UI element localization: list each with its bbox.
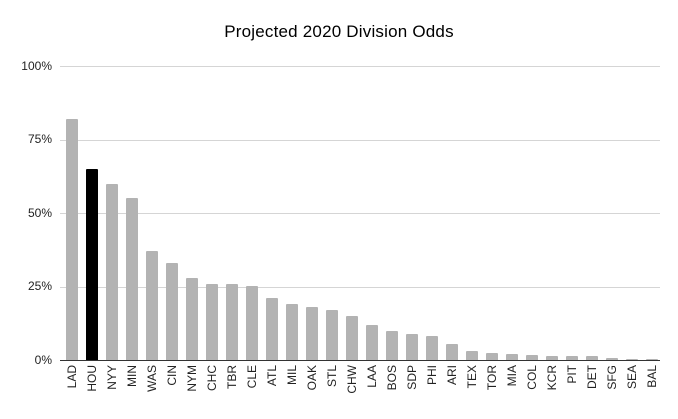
- bar-chw: [346, 316, 358, 360]
- x-tick-label-tbr: TBR: [225, 365, 239, 389]
- bar-tex: [466, 351, 478, 360]
- y-tick-label: 50%: [27, 206, 52, 220]
- bar-min: [126, 198, 138, 360]
- x-tick-label-tex: TEX: [465, 365, 479, 389]
- bar-sfg: [606, 358, 618, 360]
- y-tick-label: 25%: [27, 279, 52, 293]
- bar-bal: [646, 359, 658, 360]
- bar-bos: [386, 331, 398, 360]
- x-tick-label-nyy: NYY: [105, 365, 119, 390]
- x-tick-label-ari: ARI: [445, 365, 459, 386]
- x-tick-label-sfg: SFG: [605, 365, 619, 390]
- bar-det: [586, 356, 598, 360]
- x-tick-label-det: DET: [585, 365, 599, 389]
- bar-atl: [266, 298, 278, 360]
- x-tick-label-pit: PIT: [565, 365, 579, 384]
- bar-cle: [246, 286, 258, 360]
- x-tick-label-phi: PHI: [425, 365, 439, 386]
- plot-area: [60, 66, 660, 361]
- x-tick-label-lad: LAD: [65, 365, 79, 389]
- bar-sea: [626, 359, 638, 360]
- x-tick-label-chw: CHW: [345, 365, 359, 394]
- x-tick-label-mil: MIL: [285, 365, 299, 386]
- gridline: [60, 140, 660, 141]
- gridline: [60, 66, 660, 67]
- x-tick-label-hou: HOU: [85, 365, 99, 392]
- x-tick-label-laa: LAA: [365, 365, 379, 388]
- x-tick-label-nym: NYM: [185, 365, 199, 392]
- x-tick-label-min: MIN: [125, 365, 139, 387]
- bar-chc: [206, 284, 218, 360]
- gridline: [60, 213, 660, 214]
- y-tick-label: 0%: [34, 353, 52, 367]
- bar-tor: [486, 353, 498, 360]
- y-tick-label: 75%: [27, 132, 52, 146]
- bar-pit: [566, 356, 578, 360]
- x-tick-label-mia: MIA: [505, 365, 519, 387]
- gridline: [60, 287, 660, 288]
- x-tick-label-oak: OAK: [305, 365, 319, 391]
- x-tick-label-kcr: KCR: [545, 365, 559, 391]
- bar-sdp: [406, 334, 418, 360]
- bar-tbr: [226, 284, 238, 360]
- bar-cin: [166, 263, 178, 360]
- y-tick-label: 100%: [21, 59, 52, 73]
- bar-phi: [426, 336, 438, 360]
- x-tick-label-sdp: SDP: [405, 365, 419, 390]
- bar-ari: [446, 344, 458, 360]
- bar-lad: [66, 119, 78, 360]
- x-tick-label-chc: CHC: [205, 365, 219, 391]
- x-tick-label-col: COL: [525, 365, 539, 390]
- x-tick-label-bal: BAL: [645, 365, 659, 388]
- x-tick-label-was: WAS: [145, 365, 159, 392]
- x-axis-line: [60, 360, 660, 361]
- x-tick-label-tor: TOR: [485, 365, 499, 391]
- bar-mia: [506, 354, 518, 360]
- x-tick-label-cle: CLE: [245, 365, 259, 389]
- bar-nym: [186, 278, 198, 360]
- x-tick-label-bos: BOS: [385, 365, 399, 391]
- bar-col: [526, 355, 538, 360]
- bar-nyy: [106, 184, 118, 360]
- x-tick-label-sea: SEA: [625, 365, 639, 390]
- bar-mil: [286, 304, 298, 360]
- x-tick-label-stl: STL: [325, 365, 339, 388]
- chart-title: Projected 2020 Division Odds: [224, 22, 454, 41]
- bar-was: [146, 251, 158, 360]
- bar-stl: [326, 310, 338, 360]
- x-tick-label-atl: ATL: [265, 365, 279, 387]
- bar-hou: [86, 169, 98, 360]
- bar-oak: [306, 307, 318, 360]
- bar-kcr: [546, 356, 558, 360]
- bar-laa: [366, 325, 378, 360]
- x-tick-label-cin: CIN: [165, 365, 179, 386]
